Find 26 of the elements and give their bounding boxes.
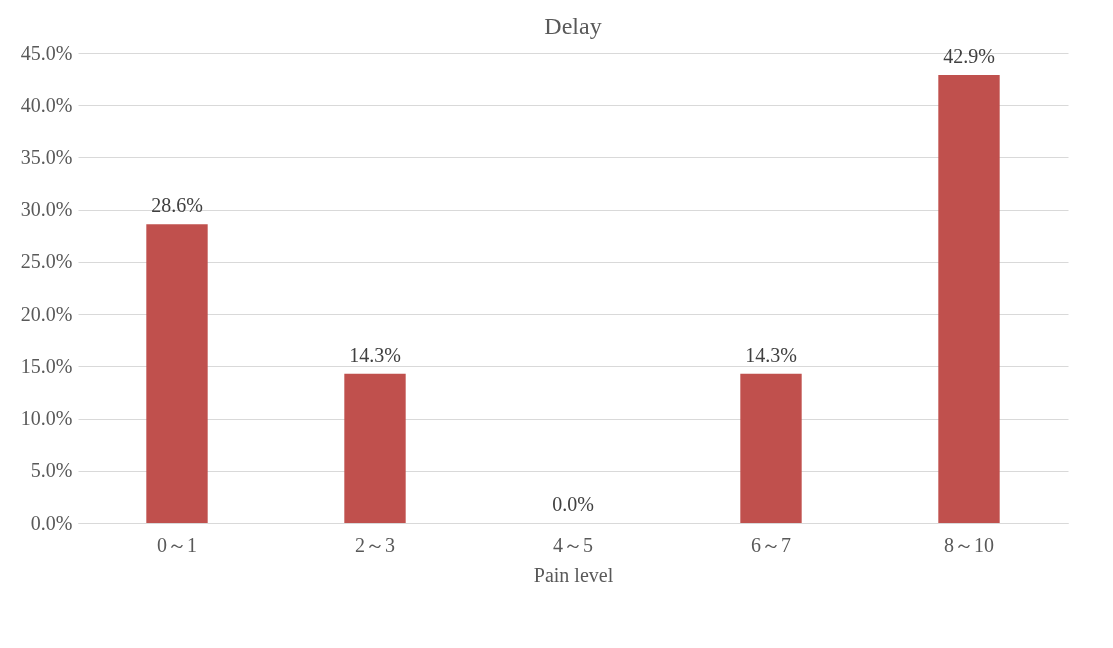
y-tick-label: 30.0% bbox=[20, 198, 73, 221]
bar bbox=[740, 373, 802, 523]
bar bbox=[146, 224, 208, 523]
x-axis-title: Pain level bbox=[533, 563, 614, 586]
chart-title: Delay bbox=[544, 13, 602, 39]
data-label: 0.0% bbox=[552, 493, 594, 515]
data-label: 42.9% bbox=[943, 44, 995, 67]
y-tick-label: 20.0% bbox=[20, 302, 73, 325]
x-tick-label: 8～10 bbox=[944, 533, 994, 556]
data-label: 28.6% bbox=[151, 194, 203, 217]
y-tick-label: 35.0% bbox=[20, 145, 73, 168]
bar bbox=[938, 74, 1000, 523]
y-tick-label: 25.0% bbox=[20, 250, 73, 273]
data-label: 14.3% bbox=[349, 343, 401, 366]
x-tick-label: 2～3 bbox=[355, 533, 395, 556]
y-tick-label: 45.0% bbox=[20, 41, 73, 64]
bar bbox=[344, 373, 406, 523]
y-tick-label: 5.0% bbox=[30, 459, 73, 482]
y-tick-label: 0.0% bbox=[30, 511, 73, 534]
x-tick-label: 4～5 bbox=[553, 533, 593, 556]
x-tick-label: 0～1 bbox=[157, 533, 197, 556]
y-tick-label: 10.0% bbox=[20, 407, 73, 430]
y-tick-label: 40.0% bbox=[20, 93, 73, 116]
data-label: 14.3% bbox=[745, 343, 797, 366]
x-tick-label: 6～7 bbox=[751, 533, 791, 556]
y-tick-label: 15.0% bbox=[20, 354, 73, 377]
